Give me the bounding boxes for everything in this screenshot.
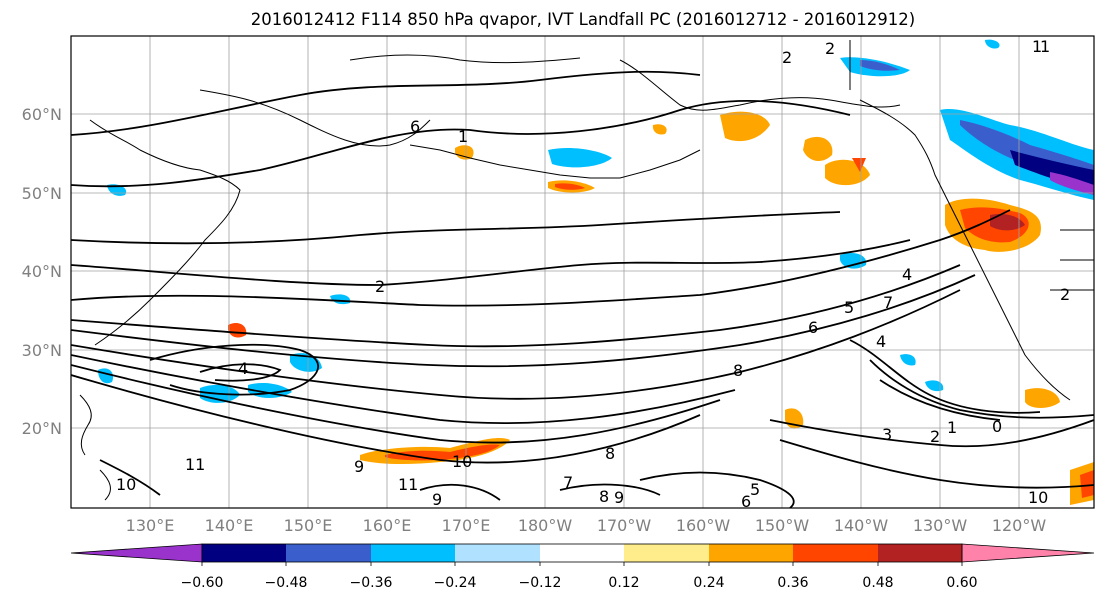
lon-label: 150°W <box>755 516 810 535</box>
lon-label: 130°E <box>126 516 175 535</box>
colorbar-segment <box>624 544 709 562</box>
colorbar-tick-label: −0.24 <box>434 575 477 591</box>
contour-label: 8 <box>605 444 615 463</box>
lon-label: 140°W <box>834 516 889 535</box>
colorbar-tick-labels: −0.60 −0.48 −0.36 −0.24 −0.12 0.12 0.24 … <box>181 575 978 591</box>
contour-label: 3 <box>882 425 892 444</box>
colorbar-tick-label: −0.48 <box>265 575 308 591</box>
contour-label: 10 <box>1028 488 1048 507</box>
colorbar-tick-label: 0.12 <box>608 575 639 591</box>
colorbar-tick-label: 0.36 <box>777 575 808 591</box>
contour-label: 9 <box>614 488 624 507</box>
contour-label: 7 <box>563 473 573 492</box>
lon-label: 180°W <box>518 516 573 535</box>
lon-label: 120°W <box>992 516 1047 535</box>
colorbar-extend-low <box>70 543 203 563</box>
colorbar-segment <box>709 544 793 562</box>
contour-label: 2 <box>825 39 835 58</box>
contour-label: 8 <box>733 361 743 380</box>
longitude-labels: 130°E 140°E 150°E 160°E 170°E 180°W 170°… <box>126 516 1047 535</box>
lon-label: 150°E <box>284 516 333 535</box>
contour-label: 9 <box>432 490 442 509</box>
colorbar-extend-high <box>961 543 1095 563</box>
colorbar-tick-label: 0.60 <box>946 575 977 591</box>
lon-label: 170°E <box>442 516 491 535</box>
contour-labels: 1 2 2 6 1 2 4 4 5 6 7 8 9 10 11 11 10 9 … <box>116 37 1070 511</box>
contour-label: 6 <box>808 318 818 337</box>
contour-label: 2 <box>782 48 792 67</box>
lat-label: 50°N <box>22 184 62 203</box>
contour-label: 6 <box>410 117 420 136</box>
colorbar <box>70 543 1095 566</box>
lat-label: 40°N <box>22 262 62 281</box>
lon-label: 170°W <box>597 516 652 535</box>
colorbar-tick-label: −0.12 <box>519 575 562 591</box>
contour-label: 1 <box>1040 37 1050 56</box>
contour-label: 8 <box>599 487 609 506</box>
map-panel: 1 2 2 6 1 2 4 4 5 6 7 8 9 10 11 11 10 9 … <box>71 36 1094 511</box>
colorbar-segment <box>371 544 455 562</box>
colorbar-segment <box>793 544 878 562</box>
contour-label: 1 <box>458 127 468 146</box>
colorbar-tick-label: −0.60 <box>181 575 224 591</box>
contour-label: 6 <box>741 492 751 511</box>
contour-label: 9 <box>354 457 364 476</box>
colorbar-segment <box>202 544 286 562</box>
contour-label: 5 <box>844 298 854 317</box>
contour-label: 2 <box>375 277 385 296</box>
contour-label: 4 <box>876 332 886 351</box>
contour-label: 0 <box>992 417 1002 436</box>
map-frame <box>70 35 1095 509</box>
lon-label: 160°W <box>676 516 731 535</box>
colorbar-segment <box>286 544 371 562</box>
colorbar-segment <box>878 544 962 562</box>
contour-label: 2 <box>930 427 940 446</box>
contour-label: 1 <box>1032 37 1042 56</box>
lat-label: 20°N <box>22 419 62 438</box>
contour-label: 11 <box>398 475 418 494</box>
colorbar-segment <box>540 544 624 562</box>
graticule <box>71 36 1094 508</box>
contour-label: 10 <box>116 475 136 494</box>
contour-label: 1 <box>947 418 957 437</box>
coastlines <box>79 40 1094 501</box>
contour-label: 10 <box>452 452 472 471</box>
colorbar-tick-label: 0.24 <box>693 575 724 591</box>
colorbar-tick-label: −0.36 <box>350 575 393 591</box>
contour-label: 2 <box>1060 285 1070 304</box>
colorbar-tick-label: 0.48 <box>862 575 893 591</box>
lat-label: 30°N <box>22 341 62 360</box>
lon-label: 160°E <box>363 516 412 535</box>
colorbar-segment <box>455 544 540 562</box>
contour-label: 7 <box>883 293 893 312</box>
figure-title: 2016012412 F114 850 hPa qvapor, IVT Land… <box>251 10 915 29</box>
contour-label: 4 <box>902 265 912 284</box>
contour-label: 11 <box>185 455 205 474</box>
contour-label: 5 <box>750 480 760 499</box>
colorbar-outline <box>201 543 963 563</box>
contour-label: 4 <box>238 359 248 378</box>
lon-label: 130°W <box>913 516 968 535</box>
ivt-contours <box>71 70 1094 508</box>
lon-label: 140°E <box>205 516 254 535</box>
lat-label: 60°N <box>22 105 62 124</box>
latitude-labels: 60°N 50°N 40°N 30°N 20°N <box>22 105 62 438</box>
